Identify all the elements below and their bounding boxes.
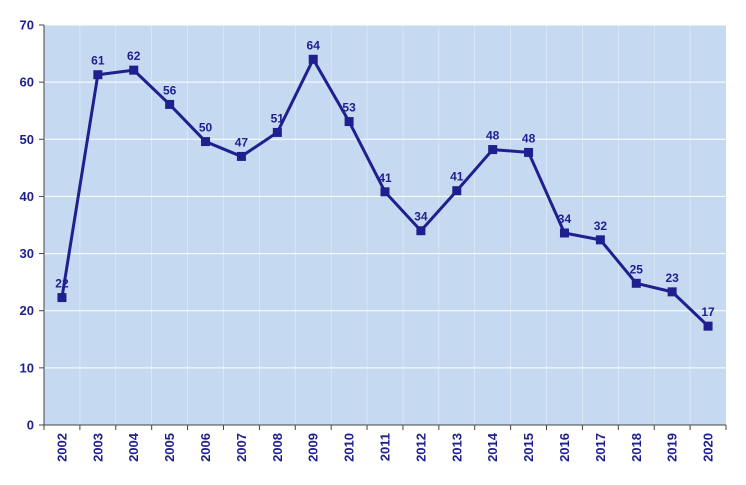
x-tick-label-2019: 2019 bbox=[665, 433, 680, 462]
data-point-2015 bbox=[524, 147, 534, 157]
y-tick-label: 0 bbox=[27, 418, 34, 433]
data-labels: 22 61 62 56 50 47 51 64 53 41 34 41 48 48 34 32 25 23 17 bbox=[55, 38, 715, 319]
data-point-2019 bbox=[667, 287, 677, 297]
x-tick-label-2020: 2020 bbox=[701, 433, 716, 462]
data-point-2003 bbox=[93, 70, 103, 80]
x-tick-label-2009: 2009 bbox=[306, 433, 321, 462]
axes bbox=[43, 25, 726, 426]
data-label-2012: 34 bbox=[414, 210, 428, 224]
y-tick-label: 50 bbox=[20, 132, 34, 147]
x-tick-label-2013: 2013 bbox=[449, 433, 464, 462]
x-axis-ticks: 2002 2003 2004 2005 2006 2007 2008 2009 2010 2011… bbox=[43, 425, 727, 462]
data-label-2009: 64 bbox=[307, 38, 321, 52]
data-point-2011 bbox=[380, 187, 390, 197]
data-point-2012 bbox=[416, 226, 426, 236]
data-point-2006 bbox=[201, 137, 211, 147]
x-tick-label-2007: 2007 bbox=[234, 433, 249, 462]
y-tick-label: 70 bbox=[20, 18, 34, 33]
data-label-2003: 61 bbox=[91, 54, 105, 68]
x-tick-label-2008: 2008 bbox=[270, 433, 285, 462]
data-label-2015: 48 bbox=[522, 131, 536, 145]
data-label-2016: 34 bbox=[558, 212, 572, 226]
data-point-2002 bbox=[57, 293, 67, 303]
x-tick-label-2012: 2012 bbox=[413, 433, 428, 462]
data-point-2017 bbox=[595, 235, 605, 245]
x-tick-label-2004: 2004 bbox=[126, 432, 141, 462]
y-tick-label: 20 bbox=[20, 303, 34, 318]
plot-area bbox=[44, 25, 726, 425]
x-tick-label-2018: 2018 bbox=[629, 433, 644, 462]
data-point-2008 bbox=[272, 127, 282, 137]
x-tick-label-2006: 2006 bbox=[198, 433, 213, 462]
data-point-2009 bbox=[308, 54, 318, 64]
data-point-2014 bbox=[488, 145, 498, 155]
data-label-2002: 22 bbox=[55, 277, 69, 291]
data-label-2013: 41 bbox=[450, 170, 464, 184]
y-tick-label: 10 bbox=[20, 360, 34, 375]
gridlines bbox=[44, 24, 726, 425]
data-point-2007 bbox=[236, 151, 246, 161]
data-label-2004: 62 bbox=[127, 49, 141, 63]
data-label-2019: 23 bbox=[665, 271, 679, 285]
data-label-2011: 41 bbox=[378, 171, 392, 185]
data-label-2010: 53 bbox=[342, 101, 356, 115]
y-tick-label: 40 bbox=[20, 189, 34, 204]
x-tick-label-2010: 2010 bbox=[342, 433, 357, 462]
data-point-2016 bbox=[559, 228, 569, 238]
data-label-2018: 25 bbox=[630, 262, 644, 276]
data-label-2014: 48 bbox=[486, 129, 500, 143]
x-tick-label-2002: 2002 bbox=[54, 433, 69, 462]
data-label-2008: 51 bbox=[271, 111, 285, 125]
data-point-2020 bbox=[703, 321, 713, 331]
data-label-2005: 56 bbox=[163, 83, 177, 97]
x-tick-label-2014: 2014 bbox=[485, 432, 500, 462]
x-tick-label-2015: 2015 bbox=[521, 433, 536, 462]
x-tick-label-2005: 2005 bbox=[162, 433, 177, 462]
data-label-2007: 47 bbox=[235, 135, 249, 149]
x-tick-label-2011: 2011 bbox=[378, 433, 393, 461]
data-label-2006: 50 bbox=[199, 121, 213, 135]
y-tick-label: 30 bbox=[20, 246, 34, 261]
data-point-2013 bbox=[452, 186, 462, 196]
x-tick-label-2016: 2016 bbox=[557, 433, 572, 462]
x-tick-label-2017: 2017 bbox=[593, 433, 608, 462]
x-tick-label-2003: 2003 bbox=[90, 433, 105, 462]
data-label-2020: 17 bbox=[701, 305, 715, 319]
y-axis-ticks: 0 10 20 30 40 50 60 70 bbox=[20, 18, 44, 433]
data-point-2010 bbox=[344, 117, 354, 127]
data-point-2018 bbox=[631, 278, 641, 288]
y-tick-label: 60 bbox=[20, 75, 34, 90]
data-point-2005 bbox=[165, 99, 175, 109]
series-markers bbox=[57, 54, 713, 331]
data-point-2004 bbox=[129, 65, 139, 75]
data-label-2017: 32 bbox=[594, 219, 608, 233]
